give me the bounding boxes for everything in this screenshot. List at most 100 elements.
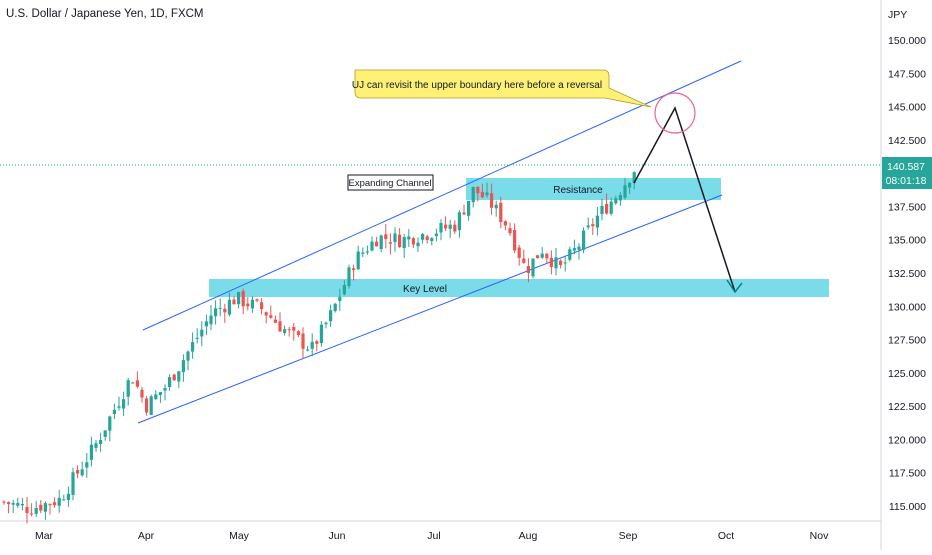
candle-body xyxy=(218,307,222,309)
candle-body xyxy=(526,266,530,273)
candle-body xyxy=(315,341,319,344)
candle-body xyxy=(554,257,558,269)
time-tick-label: Oct xyxy=(718,530,734,542)
channel-lower-line[interactable] xyxy=(137,194,723,424)
candle-body xyxy=(195,337,199,339)
candle-body xyxy=(85,462,89,468)
candle-body xyxy=(563,262,567,264)
candle-body xyxy=(393,233,397,243)
price-axis[interactable]: 150.000147.500145.000142.500140.000137.5… xyxy=(888,35,926,513)
candle-body xyxy=(338,296,342,301)
candle-body xyxy=(356,251,360,270)
candle-body xyxy=(361,252,365,254)
candle-body xyxy=(135,380,139,387)
candle-body xyxy=(453,224,457,232)
candle-body xyxy=(457,212,461,231)
candle-body xyxy=(186,351,190,361)
candle-body xyxy=(301,333,305,349)
time-tick-label: Nov xyxy=(810,530,829,542)
candle-body xyxy=(149,396,153,415)
candle-body xyxy=(48,504,52,506)
candle-body xyxy=(370,241,374,251)
candle-body xyxy=(2,501,6,503)
candle-body xyxy=(108,416,112,431)
currency-label: JPY xyxy=(888,9,907,21)
candle-body xyxy=(582,230,586,250)
candle-body xyxy=(577,246,581,250)
candle-body xyxy=(600,205,604,215)
candle-body xyxy=(181,360,185,373)
candle-body xyxy=(347,267,351,287)
candle-body xyxy=(34,508,38,514)
candle-body xyxy=(545,253,549,259)
chart-title: U.S. Dollar / Japanese Yen, 1D, FXCM xyxy=(6,8,204,20)
key-level-label: Key Level xyxy=(403,284,447,295)
last-price-value: 140.587 xyxy=(887,161,925,173)
candles xyxy=(2,171,636,524)
candle-body xyxy=(76,470,80,474)
candle-body xyxy=(444,224,448,229)
candle-body xyxy=(632,172,636,183)
candle-body xyxy=(260,302,264,310)
projection-path[interactable] xyxy=(633,106,736,293)
candle-body xyxy=(503,221,507,226)
callout-bubble[interactable] xyxy=(354,69,652,108)
candle-body xyxy=(375,241,379,247)
candle-body xyxy=(623,185,627,198)
candle-body xyxy=(126,380,130,397)
candle-body xyxy=(278,321,282,332)
time-axis[interactable]: Mar Apr May Jun Jul Aug Sep Oct Nov xyxy=(35,530,829,542)
channel-label-box[interactable] xyxy=(347,174,434,191)
price-tick-label: 127.500 xyxy=(888,335,926,347)
candle-body xyxy=(16,503,20,506)
time-tick-label: Jul xyxy=(427,530,440,542)
candle-body xyxy=(407,236,411,240)
candle-body xyxy=(99,439,103,445)
candle-body xyxy=(241,290,245,307)
candle-body xyxy=(609,201,613,214)
time-tick-label: Sep xyxy=(619,530,638,542)
candle-body xyxy=(269,315,273,318)
resistance-zone[interactable] xyxy=(466,178,721,200)
candle-body xyxy=(209,315,213,325)
candle-body xyxy=(434,233,438,237)
candle-body xyxy=(103,430,107,437)
reversal-circle[interactable] xyxy=(654,92,696,134)
projection-arrowhead xyxy=(726,279,743,294)
candle-body xyxy=(246,303,250,307)
candle-body xyxy=(536,255,540,259)
candle-body xyxy=(476,186,480,194)
candle-body xyxy=(255,299,259,301)
candle-body xyxy=(591,224,595,227)
candle-body xyxy=(177,371,181,382)
key-level-zone[interactable] xyxy=(209,279,829,297)
channel-label: Expanding Channel xyxy=(349,178,432,189)
candle-body xyxy=(53,502,57,506)
candle-body xyxy=(204,321,208,327)
candle-body xyxy=(237,292,241,305)
channel-upper-line[interactable] xyxy=(142,60,742,331)
candle-body xyxy=(421,233,425,240)
price-tick-label: 147.500 xyxy=(888,68,926,80)
price-tick-label: 142.500 xyxy=(888,135,926,147)
candle-body xyxy=(71,472,75,495)
candle-body xyxy=(499,202,503,223)
candle-body xyxy=(168,377,172,388)
price-tick-label: 125.000 xyxy=(888,368,926,380)
candle-body xyxy=(214,308,218,317)
price-tick-label: 135.000 xyxy=(888,235,926,247)
candle-body xyxy=(154,394,158,400)
candle-body xyxy=(140,389,144,398)
candle-body xyxy=(595,215,599,228)
candle-body xyxy=(388,242,392,244)
candle-body xyxy=(398,234,402,248)
candle-body xyxy=(605,204,609,214)
candle-body xyxy=(158,392,162,395)
candle-body xyxy=(112,409,116,415)
candle-body xyxy=(333,303,337,312)
candle-body xyxy=(283,329,287,333)
candle-body xyxy=(490,193,494,208)
candle-body xyxy=(467,200,471,216)
